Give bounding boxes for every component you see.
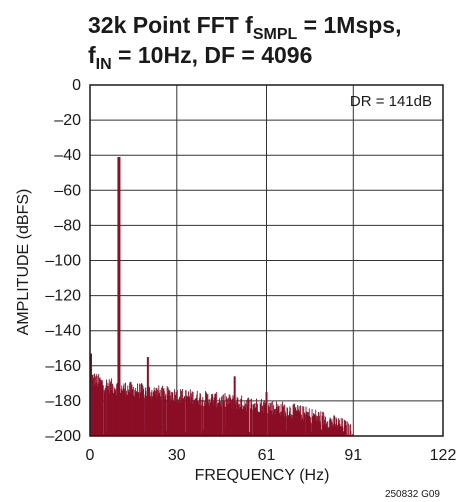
- y-tick-label: 0: [72, 77, 81, 94]
- figure-code: 250832 G09: [385, 489, 440, 500]
- y-tick-label: –40: [54, 147, 81, 164]
- y-tick-label: –100: [45, 253, 81, 270]
- x-tick-label: 61: [258, 447, 276, 464]
- y-tick-label: –80: [54, 217, 81, 234]
- x-tick-label: 91: [344, 447, 362, 464]
- y-tick-label: –200: [45, 428, 81, 445]
- x-tick-label: 122: [430, 447, 457, 464]
- x-tick-label: 0: [86, 447, 95, 464]
- plot-frame: [89, 84, 444, 437]
- y-tick-label: –60: [54, 182, 81, 199]
- y-tick-label: –140: [45, 323, 81, 340]
- grid: [89, 84, 444, 437]
- chart-title-line-2: fIN = 10Hz, DF = 4096: [88, 42, 312, 73]
- spectrum-bars: [89, 156, 353, 436]
- y-tick-label: –180: [45, 393, 81, 410]
- chart-title-line-1: 32k Point FFT fSMPL = 1Msps,: [88, 12, 401, 43]
- y-tick-label: –20: [54, 112, 81, 129]
- dynamic-range-annotation: DR = 141dB: [350, 93, 432, 110]
- x-tick-label: 30: [168, 447, 186, 464]
- x-axis-label: FREQUENCY (Hz): [195, 467, 330, 484]
- x-tick-labels: 0 30 61 91 122: [86, 447, 457, 464]
- y-axis-label: AMPLITUDE (dBFS): [15, 189, 32, 336]
- y-tick-labels: 0 –20 –40 –60 –80 –100 –120 –140 –160 –180 –200: [45, 77, 81, 445]
- y-tick-label: –120: [45, 288, 81, 305]
- y-tick-label: –160: [45, 358, 81, 375]
